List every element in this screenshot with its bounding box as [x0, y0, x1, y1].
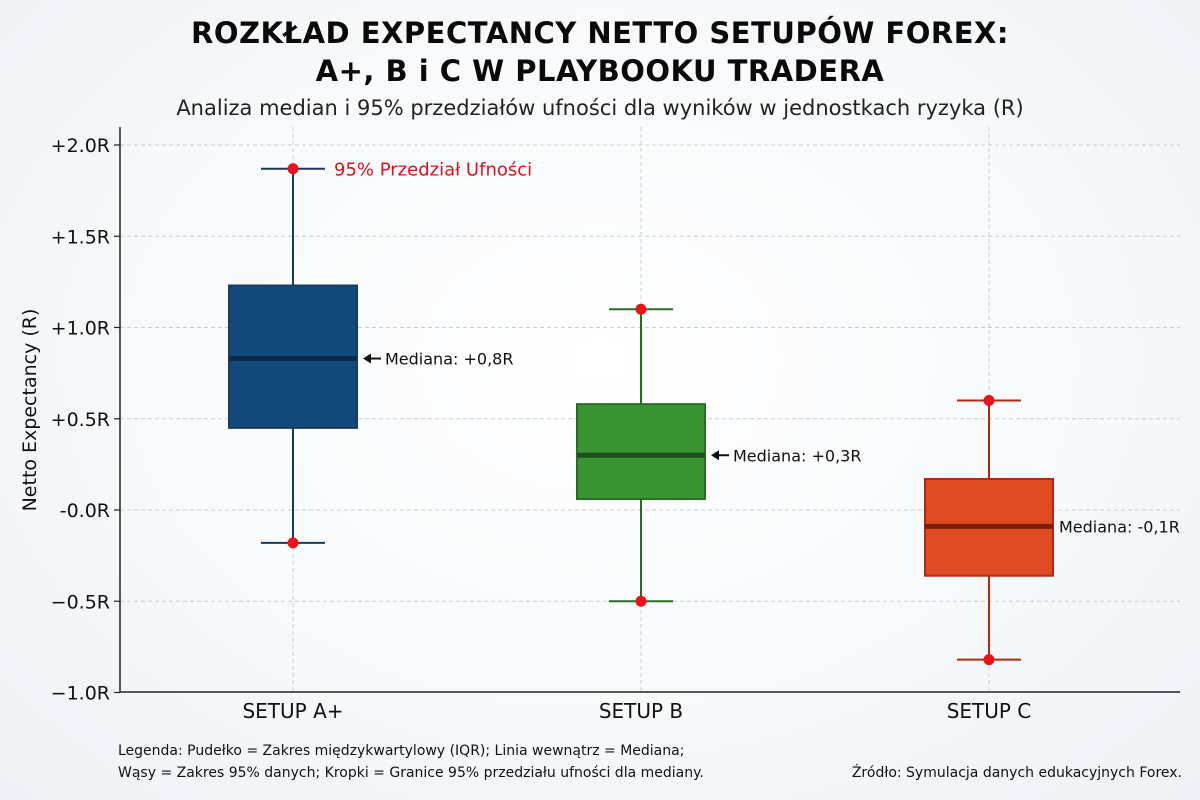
y-axis-label: Netto Expectancy (R) [19, 309, 41, 512]
x-category-label: SETUP A+ [242, 699, 343, 723]
x-category-label: SETUP C [947, 699, 1032, 723]
chart-title-line-2: A+, B i C W PLAYBOOKU TRADERA [315, 54, 885, 88]
legend-note-line-1: Legenda: Pudełko = Zakres międzykwartylo… [118, 743, 685, 759]
ci-lower-dot [287, 537, 299, 549]
axes: +2.0R +1.5R +1.0R +0.5R -0.0R −0.5R −1.0R Netto… [19, 127, 1180, 723]
median-label: Mediana: +0,3R [733, 446, 861, 465]
source-note: Źródło: Symulacja danych edukacyjnych Fo… [851, 765, 1182, 781]
ci-upper-dot [287, 163, 299, 175]
ci-lower-dot [635, 595, 647, 607]
ci-upper-dot [983, 395, 995, 406]
x-category-label: SETUP B [599, 699, 683, 723]
y-tick-label: −1.0R [51, 683, 110, 705]
labels: Mediana: +0,8R Mediana: +0,3R Mediana: -0,… [334, 160, 1180, 537]
median-label: Mediana: -0,1R [1059, 517, 1180, 536]
y-tick-label: +2.0R [51, 135, 110, 157]
box-3 [924, 395, 1054, 666]
median-arrow-head [711, 450, 719, 461]
legend-note: Legenda: Pudełko = Zakres międzykwartylo… [118, 740, 704, 784]
y-tick-label: +1.0R [51, 318, 110, 340]
y-tick-label: +1.5R [51, 226, 110, 248]
boxes [228, 163, 1054, 666]
legend-note-line-2: Wąsy = Zakres 95% danych; Kropki = Grani… [118, 765, 704, 781]
chart-title-line-1: ROZKŁAD EXPECTANCY NETTO SETUPÓW FOREX: [191, 16, 1009, 50]
box-1 [228, 163, 358, 549]
ci-lower-dot [983, 654, 995, 666]
median-arrow-head [363, 353, 371, 364]
median-label: Mediana: +0,8R [385, 350, 513, 369]
ci-annotation: 95% Przedział Ufności [334, 160, 532, 181]
box-2 [576, 303, 706, 607]
y-tick-label: −0.5R [51, 591, 110, 613]
chart-subtitle: Analiza median i 95% przedziałów ufności… [176, 96, 1024, 120]
y-tick-label: -0.0R [60, 500, 110, 522]
ci-upper-dot [635, 303, 647, 315]
iqr-box [576, 403, 706, 501]
y-tick-label: +0.5R [51, 409, 110, 431]
